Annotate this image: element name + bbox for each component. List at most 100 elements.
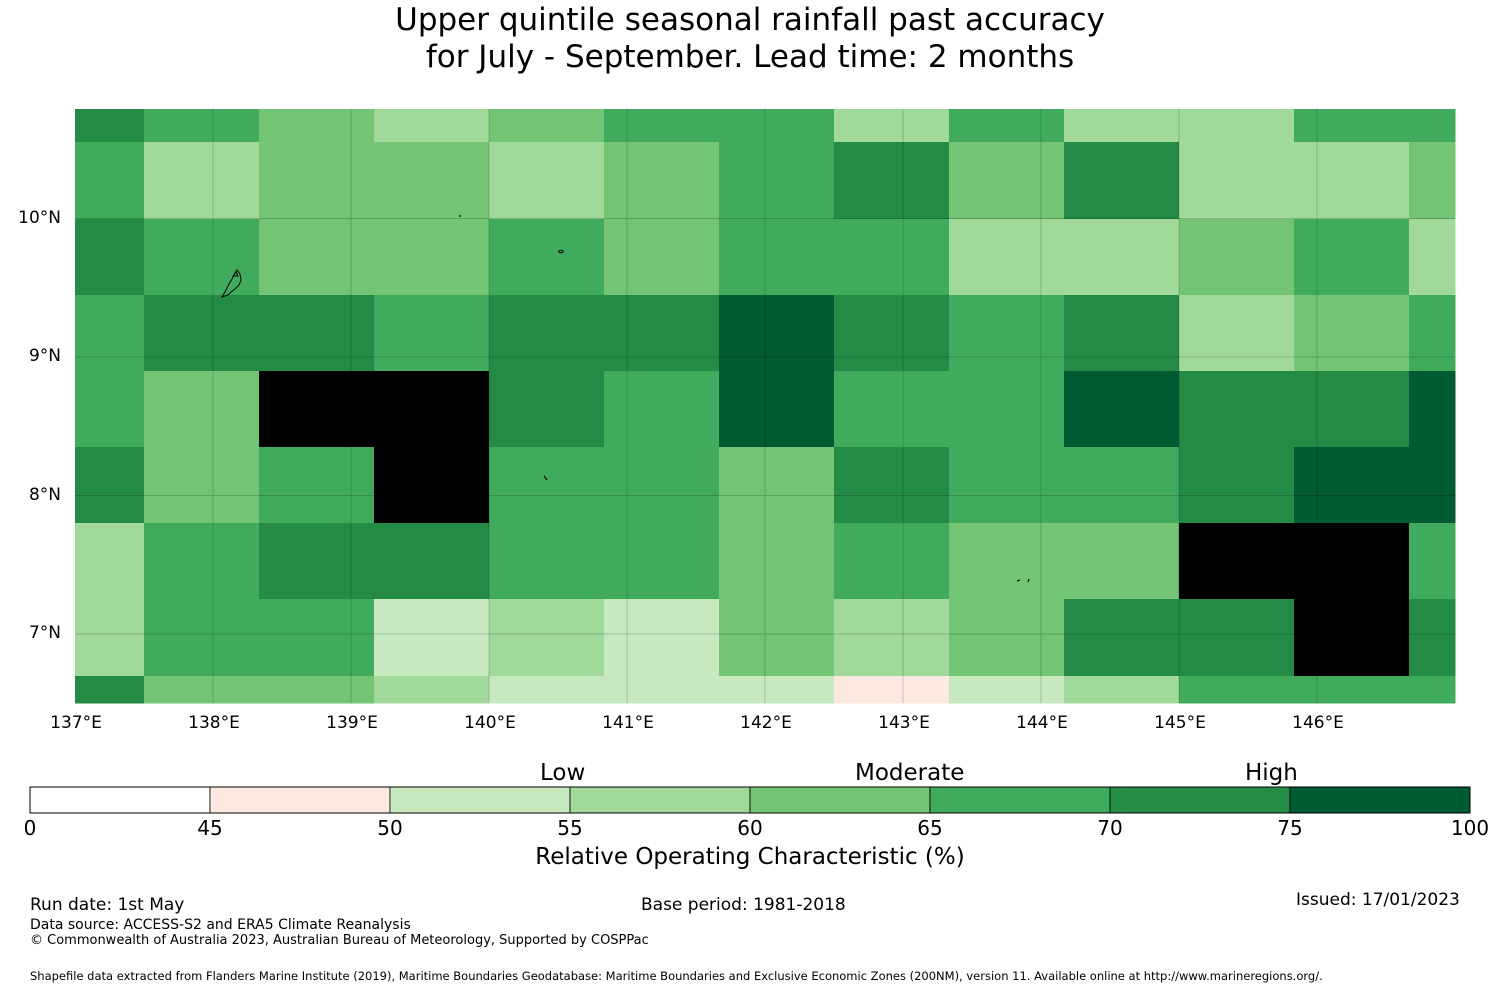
grid-cell: [259, 523, 375, 600]
island-outline: [558, 249, 564, 254]
grid-cell: [1064, 447, 1180, 524]
longitude-label: 144°E: [1016, 713, 1068, 733]
colorbar-tick-label: 70: [1097, 816, 1123, 840]
grid-cell: [259, 676, 375, 704]
longitude-label: 139°E: [326, 713, 378, 733]
island-outline: [543, 475, 548, 481]
issued-date: Issued: 17/01/2023: [1296, 890, 1460, 910]
grid-cell: [1064, 371, 1180, 448]
grid-cell: [719, 447, 835, 524]
grid-cell: [489, 295, 605, 372]
colorbar-swatch: [29, 786, 211, 814]
chart-title: Upper quintile seasonal rainfall past ac…: [0, 0, 1500, 76]
longitude-label: 142°E: [740, 713, 792, 733]
colorbar-swatch: [1289, 786, 1471, 814]
grid-cell: [1409, 142, 1456, 220]
grid-cell: [144, 447, 260, 524]
grid-cell: [1409, 523, 1456, 600]
latitude-label: 9°N: [28, 346, 61, 366]
grid-cell: [1179, 109, 1295, 143]
grid-cell: [1179, 295, 1295, 372]
grid-cell: [719, 142, 835, 220]
grid-cell: [1294, 142, 1410, 220]
colorbar-swatch: [749, 786, 931, 814]
grid-cell: [1409, 109, 1456, 143]
grid-cell: [1179, 599, 1295, 677]
grid-cell: [719, 599, 835, 677]
grid-cell: [259, 599, 375, 677]
grid-cell: [949, 447, 1065, 524]
grid-cell: [1064, 523, 1180, 600]
colorbar-label-high: High: [1245, 760, 1298, 786]
latitude-label: 10°N: [18, 207, 61, 228]
grid-cell: [834, 447, 950, 524]
grid-cell: [1409, 447, 1456, 524]
grid-cell: [374, 523, 490, 600]
grid-cell: [1064, 295, 1180, 372]
grid-cell: [259, 371, 375, 448]
latitude-label: 8°N: [28, 484, 61, 505]
grid-cell: [604, 219, 720, 296]
longitude-label: 138°E: [188, 713, 240, 733]
colorbar-frame: [29, 786, 1471, 814]
longitude-label: 145°E: [1154, 713, 1206, 733]
grid-cell: [1179, 371, 1295, 448]
grid-cell: [75, 447, 145, 524]
grid-cell: [144, 109, 260, 143]
grid-cell: [834, 295, 950, 372]
colorbar-tick-label: 0: [23, 816, 37, 840]
grid-cell: [1179, 447, 1295, 524]
grid-cell: [374, 295, 490, 372]
grid-cell: [604, 676, 720, 704]
grid-cell: [1294, 109, 1410, 143]
grid-cell: [604, 599, 720, 677]
colorbar-swatch: [569, 786, 751, 814]
colorbar-tick-label: 45: [197, 816, 223, 840]
grid-cell: [604, 371, 720, 448]
grid-cell: [489, 676, 605, 704]
colorbar-tick-label: 75: [1277, 816, 1303, 840]
grid-cell: [1294, 371, 1410, 448]
colorbar-swatch: [929, 786, 1111, 814]
grid-cell: [75, 371, 145, 448]
grid-cell: [489, 447, 605, 524]
grid-cell: [259, 142, 375, 220]
grid-cell: [834, 219, 950, 296]
grid-cell: [489, 599, 605, 677]
grid-cell: [1179, 676, 1295, 704]
title-line-1: Upper quintile seasonal rainfall past ac…: [395, 2, 1105, 38]
grid-cell: [834, 109, 950, 143]
colorbar-swatch: [209, 786, 391, 814]
data-source: Data source: ACCESS-S2 and ERA5 Climate …: [30, 917, 411, 933]
grid-cell: [1409, 295, 1456, 372]
grid-cell: [75, 109, 145, 143]
grid-cell: [374, 219, 490, 296]
colorbar-tick-label: 50: [377, 816, 403, 840]
grid-cell: [1064, 219, 1180, 296]
grid-cell: [834, 523, 950, 600]
island-outline: [220, 269, 242, 298]
grid-cell: [1294, 295, 1410, 372]
title-line-2: for July - September. Lead time: 2 month…: [425, 39, 1075, 75]
grid-cell: [719, 109, 835, 143]
grid-cell: [75, 219, 145, 296]
grid-cell: [1064, 676, 1180, 704]
colorbar-tick-label: 55: [557, 816, 583, 840]
grid-cell: [949, 109, 1065, 143]
grid-cell: [75, 523, 145, 600]
grid-cell: [1064, 142, 1180, 220]
grid-cell: [75, 599, 145, 677]
grid-cell: [144, 142, 260, 220]
longitude-label: 140°E: [464, 713, 516, 733]
grid-cell: [1179, 219, 1295, 296]
grid-cell: [949, 219, 1065, 296]
grid-cell: [374, 371, 490, 448]
grid-cell: [604, 142, 720, 220]
run-date: Run date: 1st May: [30, 895, 185, 915]
grid-cell: [719, 219, 835, 296]
longitude-label: 141°E: [602, 713, 654, 733]
grid-cell: [489, 142, 605, 220]
grid-cell: [374, 447, 490, 524]
colorbar-tick-label: 65: [917, 816, 943, 840]
grid-cell: [144, 371, 260, 448]
